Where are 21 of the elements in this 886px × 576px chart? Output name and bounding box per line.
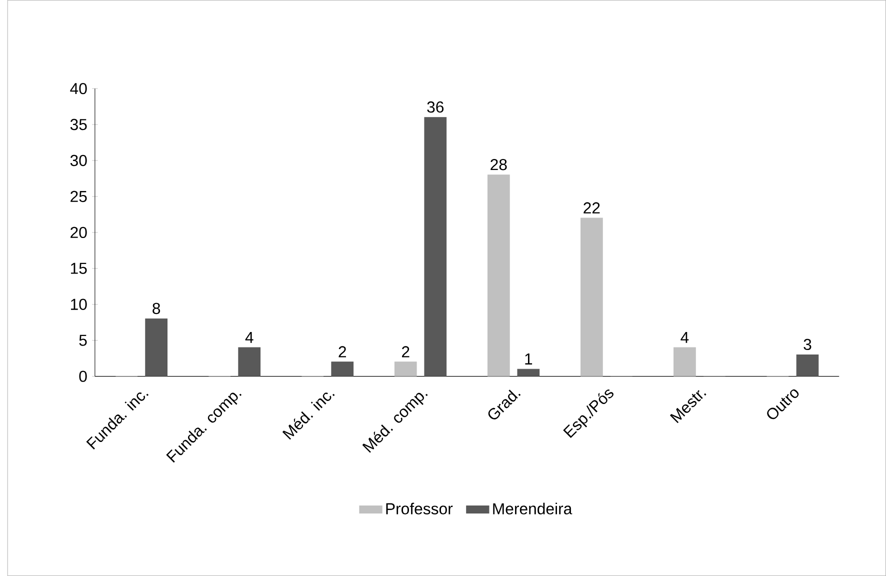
data-label: 2	[402, 346, 410, 358]
data-label: 2	[338, 346, 346, 358]
legend-label: Merendeira	[493, 502, 572, 514]
y-tick-label: 0	[79, 370, 87, 382]
data-label: 28	[490, 158, 507, 170]
y-tick-label: 30	[70, 154, 87, 166]
legend-label: Professor	[386, 502, 453, 514]
y-tick-label: 25	[70, 190, 87, 202]
y-tick-label: 40	[70, 82, 87, 94]
data-label: 3	[804, 338, 812, 350]
y-tick-label: 35	[70, 118, 87, 130]
y-tick-label: 15	[70, 262, 87, 274]
y-tick-label: 20	[70, 226, 87, 238]
data-label: 8	[152, 302, 160, 314]
y-tick-label: 10	[70, 298, 87, 310]
data-label: 1	[525, 354, 532, 364]
y-tick-label: 5	[79, 334, 87, 346]
data-label: 36	[427, 101, 444, 113]
data-label: 4	[245, 332, 254, 343]
data-label: 4	[680, 332, 689, 343]
data-label: 22	[584, 202, 600, 214]
